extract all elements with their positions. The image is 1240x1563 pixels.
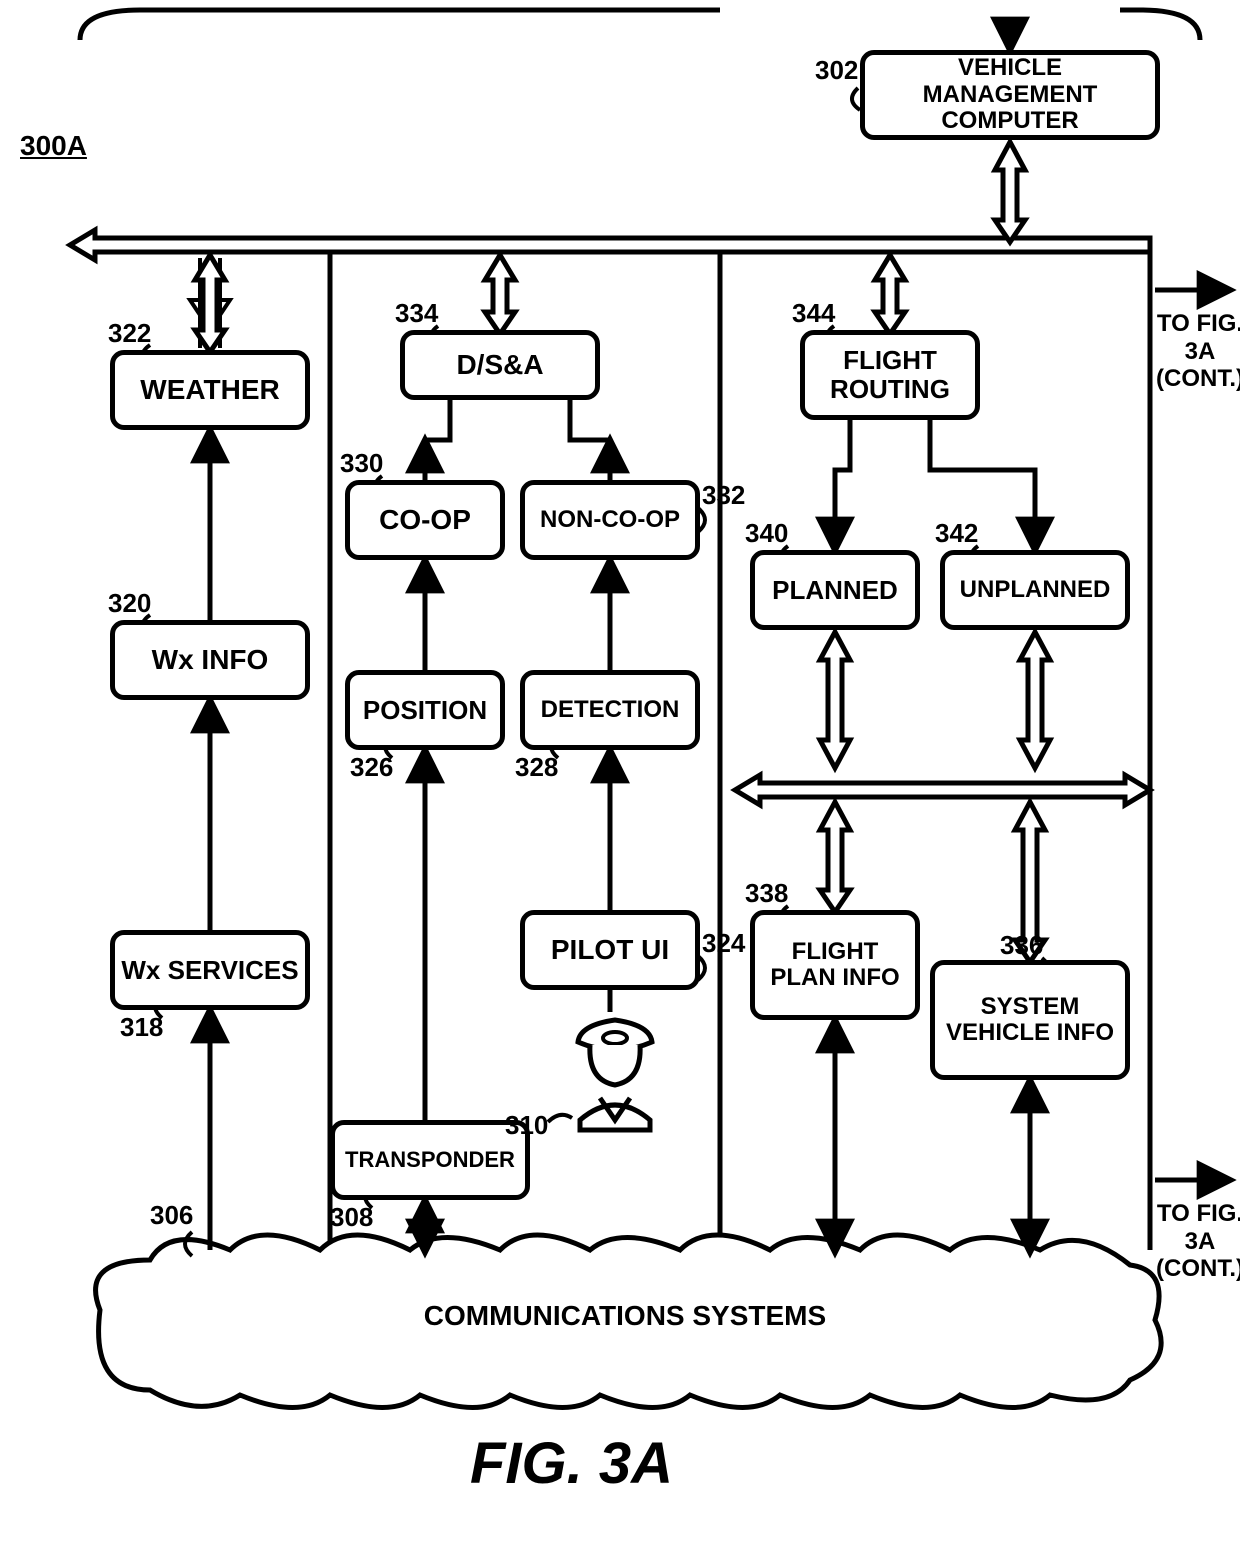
bidir-fpinfo-mid <box>820 802 850 912</box>
ref-322-text: 322 <box>108 318 151 348</box>
unplanned-label: UNPLANNED <box>960 577 1111 603</box>
ref-310-text: 310 <box>505 1110 548 1140</box>
sysvinfo-box: SYSTEM VEHICLE INFO <box>930 960 1130 1080</box>
ref-330-text: 330 <box>340 448 383 478</box>
weather-box: WEATHER <box>110 350 310 430</box>
ref-302: 302 <box>815 55 858 86</box>
wxserv-label: Wx SERVICES <box>121 956 298 985</box>
ref-344-text: 344 <box>792 298 835 328</box>
coop-box: CO-OP <box>345 480 505 560</box>
figure-id-text: 300A <box>20 130 87 161</box>
ref-336: 336 <box>1000 930 1043 961</box>
ref-328-text: 328 <box>515 752 558 782</box>
cloud-label-text: COMMUNICATIONS SYSTEMS <box>424 1300 826 1331</box>
wxinfo-label: Wx INFO <box>152 645 269 676</box>
dsa-label: D/S&A <box>456 350 543 381</box>
leader-306 <box>185 1232 192 1256</box>
pilotui-label: PILOT UI <box>551 935 669 966</box>
ref-342: 342 <box>935 518 978 549</box>
figure-id: 300A <box>20 130 87 162</box>
ref-336-text: 336 <box>1000 930 1043 960</box>
ref-330: 330 <box>340 448 383 479</box>
bidir-weather-bus <box>190 255 230 352</box>
ref-310: 310 <box>505 1110 548 1141</box>
ref-334-text: 334 <box>395 298 438 328</box>
sysvinfo-label: SYSTEM VEHICLE INFO <box>941 994 1119 1047</box>
ref-340: 340 <box>745 518 788 549</box>
cont-top-text: TO FIG. 3A (CONT.) <box>1156 310 1240 392</box>
ref-318-text: 318 <box>120 1012 163 1042</box>
bidir-vmc-bus <box>995 142 1025 242</box>
ref-306: 306 <box>150 1200 193 1231</box>
ref-326-text: 326 <box>350 752 393 782</box>
ref-328: 328 <box>515 752 558 783</box>
ref-326: 326 <box>350 752 393 783</box>
transponder-box: TRANSPONDER <box>330 1120 530 1200</box>
fr-fanout <box>835 420 1035 505</box>
top-bracket <box>80 10 1200 40</box>
ref-320: 320 <box>108 588 151 619</box>
pilot-icon <box>578 1020 652 1130</box>
cont-bot: TO FIG. 3A (CONT.) <box>1155 1200 1240 1283</box>
cont-top: TO FIG. 3A (CONT.) <box>1155 310 1240 393</box>
wxinfo-box: Wx INFO <box>110 620 310 700</box>
bidir-dsa-bus <box>485 255 515 334</box>
pilotui-box: PILOT UI <box>520 910 700 990</box>
ref-302-text: 302 <box>815 55 858 85</box>
dsa-box: D/S&A <box>400 330 600 400</box>
bidir-unplanned-mid <box>1020 632 1050 768</box>
vmc-box: VEHICLE MANAGEMENT COMPUTER <box>860 50 1160 140</box>
vmc-label: VEHICLE MANAGEMENT COMPUTER <box>871 55 1149 134</box>
weather-label: WEATHER <box>140 375 279 406</box>
detection-label: DETECTION <box>541 697 680 723</box>
ref-334: 334 <box>395 298 438 329</box>
noncoop-box: NON-CO-OP <box>520 480 700 560</box>
ref-344: 344 <box>792 298 835 329</box>
coop-label: CO-OP <box>379 505 471 536</box>
fpinfo-box: FLIGHT PLAN INFO <box>750 910 920 1020</box>
fpinfo-label: FLIGHT PLAN INFO <box>761 939 909 992</box>
bidir-fr-bus <box>875 255 905 334</box>
bidir-planned-mid <box>820 632 850 768</box>
flightrouting-label: FLIGHT ROUTING <box>811 346 969 403</box>
ref-318: 318 <box>120 1012 163 1043</box>
ref-342-text: 342 <box>935 518 978 548</box>
dsa-fanout <box>425 400 610 440</box>
ref-324-text: 324 <box>702 928 745 958</box>
detection-box: DETECTION <box>520 670 700 750</box>
figure-title-text: FIG. 3A <box>470 1431 673 1496</box>
ref-308-text: 308 <box>330 1202 373 1232</box>
wxserv-box: Wx SERVICES <box>110 930 310 1010</box>
planned-label: PLANNED <box>772 576 898 605</box>
position-box: POSITION <box>345 670 505 750</box>
figure-title: FIG. 3A <box>470 1430 673 1497</box>
ref-332: 332 <box>702 480 745 511</box>
planned-box: PLANNED <box>750 550 920 630</box>
ref-338-text: 338 <box>745 878 788 908</box>
ref-322: 322 <box>108 318 151 349</box>
leader-302 <box>852 88 860 110</box>
ref-320-text: 320 <box>108 588 151 618</box>
noncoop-label: NON-CO-OP <box>540 507 680 533</box>
ref-324: 324 <box>702 928 745 959</box>
cloud-label: COMMUNICATIONS SYSTEMS <box>95 1300 1155 1332</box>
unplanned-box: UNPLANNED <box>940 550 1130 630</box>
transponder-label: TRANSPONDER <box>345 1148 515 1172</box>
cont-bot-text: TO FIG. 3A (CONT.) <box>1156 1200 1240 1282</box>
ref-306-text: 306 <box>150 1200 193 1230</box>
position-label: POSITION <box>363 696 487 725</box>
ref-338: 338 <box>745 878 788 909</box>
leader-310 <box>548 1115 572 1122</box>
top-bus-arrow <box>70 230 1150 260</box>
ref-332-text: 332 <box>702 480 745 510</box>
ref-340-text: 340 <box>745 518 788 548</box>
ref-308: 308 <box>330 1202 373 1233</box>
flightrouting-box: FLIGHT ROUTING <box>800 330 980 420</box>
bidir-mid-hbus <box>735 775 1150 805</box>
